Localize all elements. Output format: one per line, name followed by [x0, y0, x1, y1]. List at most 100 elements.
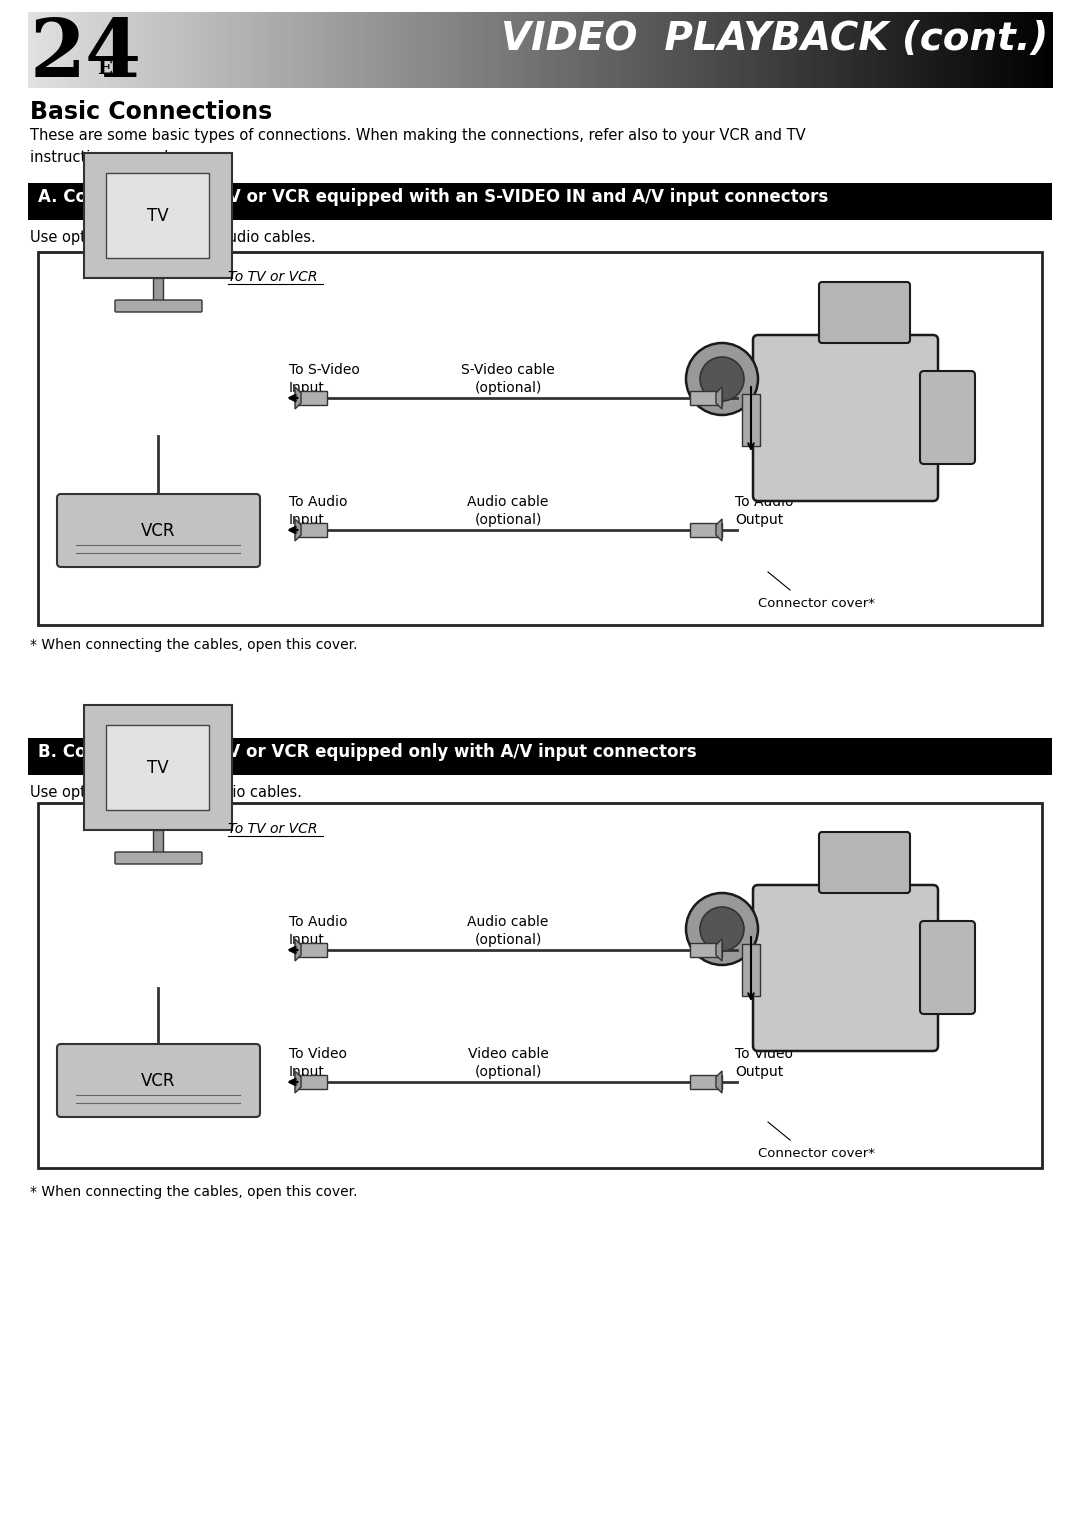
Bar [485, 12, 490, 87]
Text: To TV or VCR: To TV or VCR [228, 270, 318, 284]
Bar [84, 705, 232, 829]
Bar [396, 12, 401, 87]
Bar [611, 12, 616, 87]
Text: To TV or VCR: To TV or VCR [228, 822, 318, 835]
Bar [205, 12, 210, 87]
Bar [690, 943, 723, 957]
Bar [464, 12, 470, 87]
Bar [82, 12, 87, 87]
Bar [741, 12, 746, 87]
Bar [926, 12, 930, 87]
Bar [867, 12, 872, 87]
Bar [455, 12, 459, 87]
Bar [451, 12, 456, 87]
Bar [598, 12, 603, 87]
Bar [632, 12, 636, 87]
Bar [417, 12, 421, 87]
Text: TV: TV [147, 759, 168, 777]
Bar [998, 12, 1002, 87]
Bar [646, 12, 650, 87]
Bar [567, 12, 571, 87]
Bar [752, 12, 756, 87]
Bar [1031, 12, 1036, 87]
Bar [554, 12, 558, 87]
Bar [352, 12, 356, 87]
Bar [649, 12, 653, 87]
Bar [802, 12, 807, 87]
Bar [339, 12, 343, 87]
Bar [387, 12, 391, 87]
Bar [619, 12, 623, 87]
Circle shape [686, 343, 758, 415]
Bar [222, 12, 227, 87]
Text: To S-Video
Output: To S-Video Output [735, 363, 806, 396]
Bar [363, 12, 367, 87]
Bar [469, 12, 473, 87]
Bar [970, 12, 974, 87]
Circle shape [700, 908, 744, 950]
Bar [496, 12, 500, 87]
Bar [154, 12, 159, 87]
Polygon shape [295, 1072, 301, 1093]
Bar [843, 12, 848, 87]
Bar [434, 12, 438, 87]
FancyBboxPatch shape [819, 282, 910, 343]
Bar [45, 12, 50, 87]
Bar [578, 12, 582, 87]
Bar [775, 12, 780, 87]
Text: VCR: VCR [140, 523, 175, 540]
Bar [346, 12, 350, 87]
Bar [267, 12, 271, 87]
Text: * When connecting the cables, open this cover.: * When connecting the cables, open this … [30, 638, 357, 652]
Bar [420, 12, 424, 87]
Bar [510, 12, 514, 87]
Bar [120, 12, 124, 87]
Bar [273, 12, 279, 87]
Bar [793, 12, 797, 87]
Text: B. Connection to a TV or VCR equipped only with A/V input connectors: B. Connection to a TV or VCR equipped on… [38, 744, 697, 760]
Bar [728, 12, 732, 87]
Bar [328, 12, 333, 87]
Bar [213, 12, 217, 87]
Bar [813, 12, 818, 87]
Bar [693, 12, 698, 87]
Bar [390, 12, 394, 87]
Bar [984, 12, 988, 87]
Bar [38, 251, 1042, 625]
Bar [779, 12, 783, 87]
Bar [639, 12, 644, 87]
Text: Use optional S-Video and Audio cables.: Use optional S-Video and Audio cables. [30, 230, 315, 245]
Bar [305, 12, 309, 87]
Bar [90, 12, 94, 87]
Bar [311, 12, 315, 87]
Bar [704, 12, 708, 87]
Bar [281, 12, 285, 87]
Bar [502, 12, 507, 87]
Bar [28, 182, 1052, 221]
Bar [625, 12, 630, 87]
Bar [448, 12, 453, 87]
Bar [690, 12, 694, 87]
Bar [472, 12, 476, 87]
Bar [192, 12, 197, 87]
Bar [963, 12, 968, 87]
Bar [588, 12, 592, 87]
Bar [895, 12, 900, 87]
Bar [949, 12, 954, 87]
Bar [1001, 12, 1005, 87]
Bar [899, 12, 903, 87]
Bar [878, 12, 882, 87]
Bar [994, 12, 998, 87]
Bar [295, 523, 327, 537]
Bar [407, 12, 411, 87]
Text: Video cable
(optional): Video cable (optional) [468, 1047, 549, 1079]
FancyBboxPatch shape [114, 300, 202, 313]
Bar [840, 12, 845, 87]
Bar [1017, 12, 1023, 87]
Bar [86, 12, 91, 87]
Bar [301, 12, 306, 87]
Bar [414, 12, 418, 87]
Bar [1028, 12, 1032, 87]
Bar [820, 12, 824, 87]
Bar [772, 12, 777, 87]
